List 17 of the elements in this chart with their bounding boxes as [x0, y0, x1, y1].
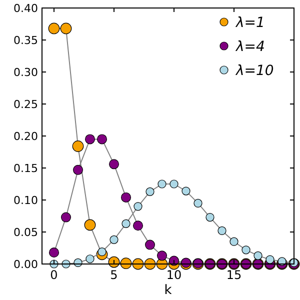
- x-tick-label: 5: [110, 268, 118, 282]
- legend-label: λ=4: [235, 39, 265, 55]
- y-tick-label: 0.40: [14, 2, 38, 15]
- x-tick-label: 15: [226, 268, 242, 282]
- x-tick-label: 10: [166, 268, 182, 282]
- y-tick-label: 0.05: [14, 226, 38, 239]
- y-tick-label: 0.15: [14, 162, 38, 175]
- y-tick-label: 0.30: [14, 66, 38, 79]
- legend-label: λ=1: [235, 15, 265, 31]
- y-tick-label: 0.10: [14, 194, 38, 207]
- y-tick-label: 0.00: [14, 258, 38, 271]
- x-tick-label: 0: [50, 268, 58, 282]
- y-tick-label: 0.25: [14, 98, 38, 111]
- legend-label: λ=10: [235, 63, 274, 79]
- x-axis-title: k: [164, 283, 172, 298]
- y-tick-label: 0.20: [14, 130, 38, 143]
- y-tick-label: 0.35: [14, 34, 38, 47]
